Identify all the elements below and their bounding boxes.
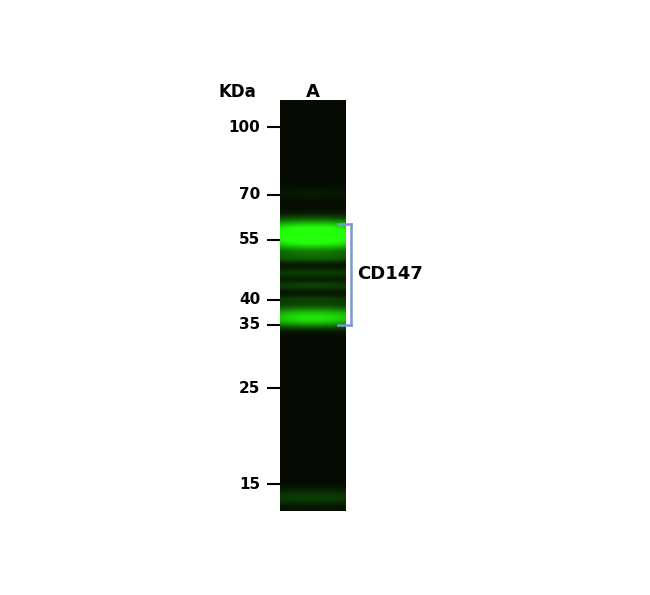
Text: 15: 15 bbox=[239, 477, 260, 492]
Text: 35: 35 bbox=[239, 318, 260, 333]
Text: A: A bbox=[306, 83, 320, 101]
Text: 70: 70 bbox=[239, 187, 260, 202]
Text: CD147: CD147 bbox=[357, 265, 422, 283]
Text: KDa: KDa bbox=[218, 83, 256, 101]
Text: 55: 55 bbox=[239, 233, 260, 248]
Bar bbox=[280, 101, 346, 511]
Text: 100: 100 bbox=[228, 120, 260, 135]
Text: 25: 25 bbox=[239, 381, 260, 396]
Text: 40: 40 bbox=[239, 292, 260, 308]
